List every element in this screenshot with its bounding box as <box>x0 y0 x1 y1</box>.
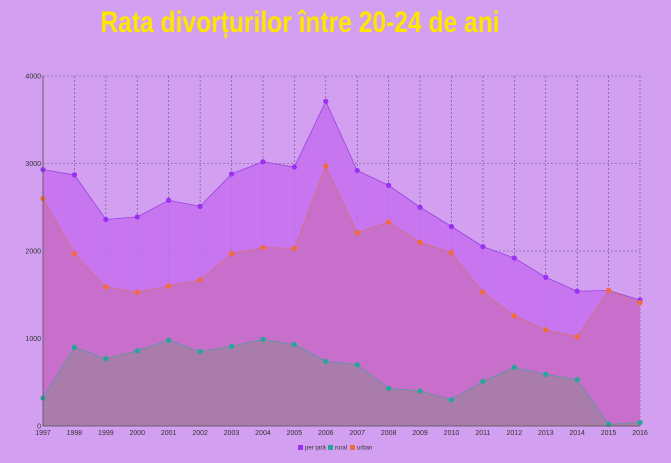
data-point[interactable] <box>197 277 203 283</box>
data-point[interactable] <box>71 251 78 257</box>
data-point[interactable] <box>574 334 580 340</box>
y-tick-label: 4000 <box>25 74 41 81</box>
data-point[interactable] <box>323 98 329 104</box>
series-areas <box>43 101 640 426</box>
x-tick-label: 2016 <box>632 430 648 437</box>
data-point[interactable] <box>260 244 266 251</box>
data-point[interactable] <box>291 164 297 170</box>
chart-title: Rata divorțurilor între 20-24 de ani <box>100 6 500 39</box>
data-point[interactable] <box>448 250 455 256</box>
data-point[interactable] <box>323 163 329 169</box>
series-line <box>42 338 641 425</box>
data-point[interactable] <box>448 397 455 403</box>
data-point[interactable] <box>386 219 392 225</box>
data-point[interactable] <box>228 171 235 177</box>
data-point[interactable] <box>197 203 203 209</box>
data-point[interactable] <box>260 336 266 342</box>
data-point[interactable] <box>354 230 360 236</box>
x-tick-label: 2006 <box>318 430 334 437</box>
data-point[interactable] <box>103 216 109 223</box>
data-point[interactable] <box>386 182 392 188</box>
x-tick-label: 2007 <box>349 430 365 437</box>
axes: 0 1000 2000 3000 4000 1997 1998 1999 2000 2001 200… <box>25 74 647 438</box>
data-point[interactable] <box>605 421 612 427</box>
x-tick-label: 2005 <box>287 430 303 437</box>
data-point[interactable] <box>637 419 643 426</box>
data-point[interactable] <box>291 245 297 251</box>
data-point[interactable] <box>134 289 140 295</box>
x-tick-label: 2003 <box>224 430 240 437</box>
data-point[interactable] <box>166 283 172 289</box>
x-tick-label: 2015 <box>601 430 617 437</box>
legend-label[interactable]: urban <box>357 446 372 452</box>
x-tick-label: 2002 <box>192 430 208 437</box>
x-tick-label: 2009 <box>412 430 428 437</box>
series-line <box>42 165 641 338</box>
data-point[interactable] <box>543 274 549 280</box>
data-point[interactable] <box>354 167 360 174</box>
data-point[interactable] <box>291 342 297 348</box>
data-point[interactable] <box>511 255 517 261</box>
data-point[interactable] <box>166 337 172 343</box>
data-point[interactable] <box>417 388 423 394</box>
data-point[interactable] <box>134 348 140 354</box>
data-point[interactable] <box>71 344 78 350</box>
x-tick-label: 2008 <box>381 430 397 437</box>
data-point[interactable] <box>511 364 517 370</box>
x-tick-label: 2014 <box>569 430 585 437</box>
data-point[interactable] <box>480 244 486 250</box>
legend-swatch[interactable] <box>350 445 355 450</box>
x-tick-label: 1998 <box>67 430 83 437</box>
data-point[interactable] <box>480 378 486 384</box>
legend-label[interactable]: per țară <box>305 446 326 452</box>
series-line <box>42 100 641 301</box>
series-lines <box>42 100 641 425</box>
data-point[interactable] <box>574 288 580 294</box>
x-tick-label: 2010 <box>444 430 460 437</box>
data-point[interactable] <box>543 371 549 377</box>
data-point[interactable] <box>260 159 266 165</box>
x-tick-label: 1999 <box>98 430 114 437</box>
y-tick-label: 2000 <box>25 249 41 256</box>
data-point[interactable] <box>197 349 203 355</box>
x-tick-label: 2001 <box>161 430 177 437</box>
data-point[interactable] <box>166 197 172 203</box>
data-point[interactable] <box>386 385 392 391</box>
data-point[interactable] <box>574 377 580 383</box>
data-point[interactable] <box>637 300 643 306</box>
data-point[interactable] <box>228 343 235 349</box>
x-tick-label: 2012 <box>507 430 523 437</box>
x-tick-label: 2013 <box>538 430 554 437</box>
x-tick-label: 2000 <box>129 430 145 437</box>
legend-swatch[interactable] <box>328 445 333 450</box>
data-point[interactable] <box>103 284 109 290</box>
y-tick-label: 0 <box>37 424 41 431</box>
data-point[interactable] <box>417 204 423 210</box>
data-point[interactable] <box>323 358 329 364</box>
x-tick-label: 1997 <box>35 430 51 437</box>
legend[interactable]: per țară rural urban <box>298 445 372 452</box>
data-point[interactable] <box>103 356 109 362</box>
data-point[interactable] <box>354 362 360 368</box>
data-point[interactable] <box>511 313 517 319</box>
data-point[interactable] <box>448 223 455 230</box>
area-rural <box>43 339 640 426</box>
data-point[interactable] <box>71 172 78 178</box>
x-tick-label: 2004 <box>255 430 271 437</box>
data-point[interactable] <box>417 239 423 245</box>
legend-label[interactable]: rural <box>335 446 347 452</box>
legend-swatch[interactable] <box>298 445 303 450</box>
data-point[interactable] <box>480 289 486 295</box>
data-point[interactable] <box>228 251 235 257</box>
data-point[interactable] <box>605 287 612 293</box>
data-point[interactable] <box>134 214 140 220</box>
y-tick-label: 3000 <box>25 161 41 168</box>
y-tick-label: 1000 <box>25 336 41 343</box>
data-point[interactable] <box>543 327 549 333</box>
x-tick-label: 2011 <box>475 430 490 437</box>
